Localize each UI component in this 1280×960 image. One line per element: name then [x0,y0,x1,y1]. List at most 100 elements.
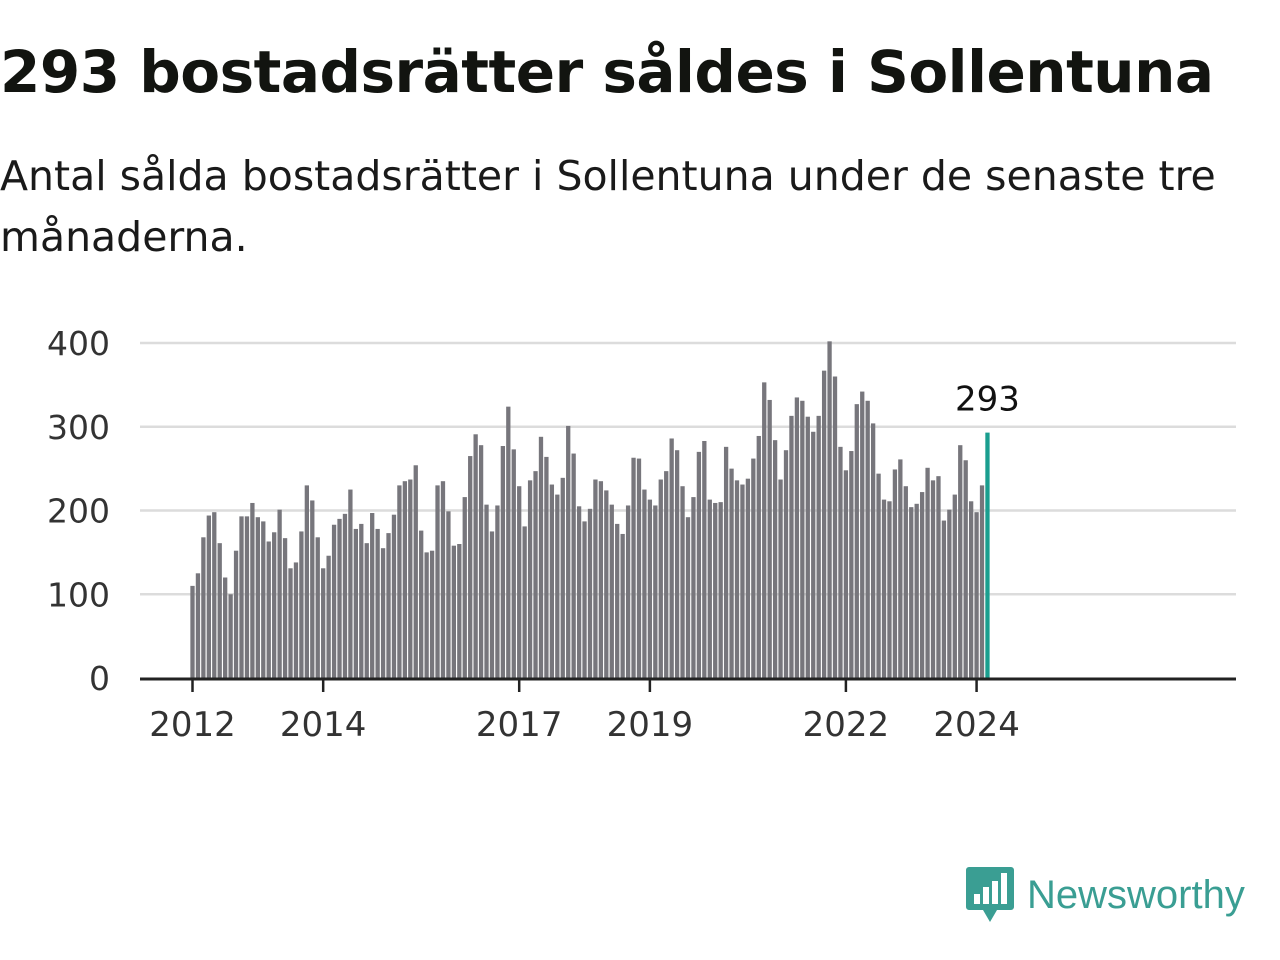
bar-chart: 0 100 200 300 400 2012 2014 2017 2019 2022 2024 2… [47,324,1236,745]
bar [223,577,228,678]
bar [359,523,364,678]
bar [800,400,805,678]
bar [375,528,380,678]
bar [881,499,887,678]
bar [190,585,195,679]
bar [462,497,467,678]
y-tick-label: 400 [47,324,110,363]
y-tick-label: 0 [89,659,110,698]
bar [408,479,413,678]
x-tick-label: 2019 [607,705,694,745]
bar [331,524,337,678]
bar [353,528,358,678]
bar [930,480,936,678]
bar [713,502,718,678]
bar [979,485,985,678]
bar [321,568,326,678]
bar [206,515,211,678]
bar [419,530,424,678]
bar [277,509,282,678]
bar [816,415,821,678]
bar [413,465,418,678]
bar [342,513,348,678]
x-tick-label: 2014 [280,705,367,745]
bar [517,486,522,678]
bar [772,440,778,678]
bar [495,505,500,678]
bar [391,514,397,678]
bar [723,446,729,678]
bar [440,481,446,678]
bar [478,445,484,678]
bar [266,541,271,678]
bar [527,480,533,678]
bar [593,479,598,678]
bar [468,456,473,678]
bar [854,404,859,678]
bar [876,473,881,678]
bar [598,481,604,678]
bar [435,485,440,678]
y-tick-label: 200 [47,492,110,531]
bar [958,445,963,678]
bar [506,406,511,678]
bar [304,485,309,678]
bar [566,425,571,678]
bar [201,537,206,678]
bar [968,501,974,678]
x-axis-ticks: 2012 2014 2017 2019 2022 2024 [149,705,1020,745]
y-tick-label: 100 [47,575,110,614]
bar [625,505,631,678]
bar [783,450,789,678]
bar [865,400,870,678]
page-subtitle: Antal sålda bostadsrätter i Sollentuna u… [0,152,1216,261]
bar [707,499,712,678]
bar [925,467,930,678]
y-axis-ticks: 0 100 200 300 400 [47,324,110,698]
bar [909,507,914,678]
bar [228,594,233,678]
bar [849,451,854,678]
bar [538,436,544,678]
bars [190,341,990,679]
bar [762,382,767,678]
bar [805,416,810,678]
bar [364,543,369,678]
bar [718,502,723,679]
bar [571,453,576,678]
bar [702,440,707,678]
bar [756,435,761,678]
bar [489,531,495,678]
bar [282,538,288,678]
bar [827,341,832,678]
bar [293,562,299,678]
bar [642,489,647,678]
bar [473,434,478,678]
bar [843,470,849,678]
x-axis [140,677,1236,692]
bar [560,477,565,678]
bar [288,568,293,678]
bar [751,458,756,678]
bar [250,502,255,678]
bar [310,500,315,678]
bar [555,494,560,678]
bar [457,544,462,678]
x-tick-label: 2012 [149,705,236,745]
bar [484,504,489,678]
bar [217,543,222,678]
y-tick-label: 300 [47,408,110,447]
bar-chart-speech-bubble-icon [966,867,1014,922]
bar [903,486,908,678]
bar [767,399,772,678]
bar [745,478,751,678]
highlight-value-label: 293 [955,380,1020,420]
bar [892,469,898,678]
bar [576,506,582,678]
bar [380,548,386,678]
bar [500,446,506,678]
bar [952,494,957,678]
bar [669,438,674,678]
bar [685,517,691,678]
x-tick-label: 2017 [476,705,563,745]
